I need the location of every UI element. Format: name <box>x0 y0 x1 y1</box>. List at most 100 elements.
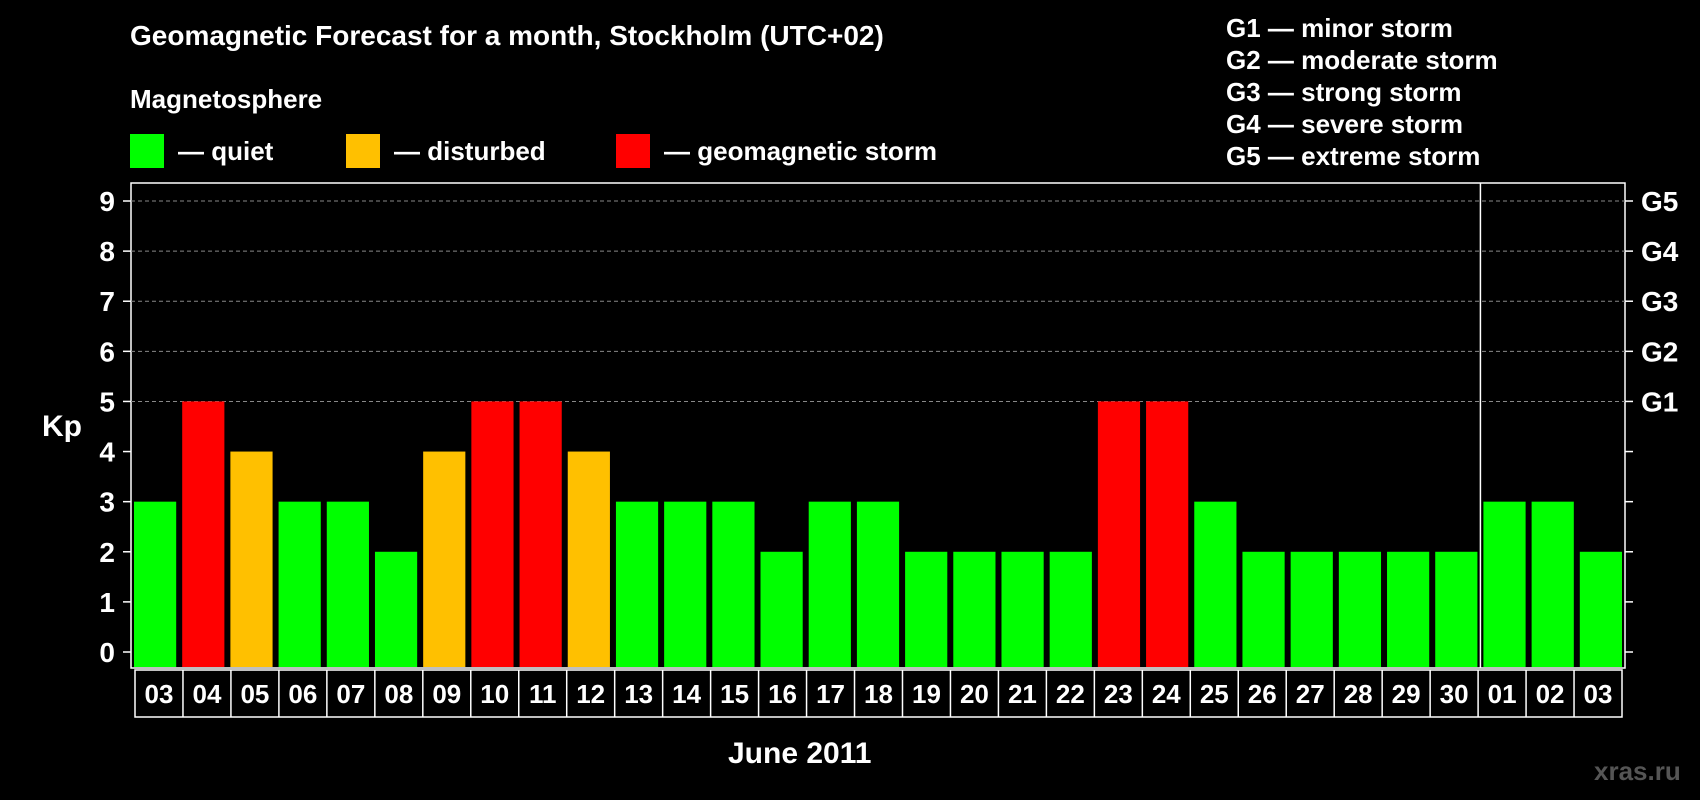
x-tick-label: 08 <box>384 679 413 709</box>
x-tick-label: 27 <box>1296 679 1325 709</box>
bar-26 <box>1387 551 1430 667</box>
g-level-label: G5 <box>1641 186 1678 217</box>
x-tick-label: 29 <box>1392 679 1421 709</box>
bar-28 <box>1483 501 1526 667</box>
bar-22 <box>1194 501 1237 667</box>
y-axis-label: Kp <box>42 410 82 443</box>
x-tick-label: 28 <box>1344 679 1373 709</box>
legend-quiet: — quiet <box>130 134 273 168</box>
bar-11 <box>664 501 707 667</box>
bar-1 <box>182 401 225 667</box>
legend-storm-label: — geomagnetic storm <box>664 135 938 166</box>
bar-7 <box>471 401 514 667</box>
g-level-label: G1 <box>1641 386 1678 417</box>
bar-29 <box>1531 501 1574 667</box>
bar-24 <box>1290 551 1333 667</box>
y-tick-label: 6 <box>99 336 115 367</box>
x-tick-label: 09 <box>432 679 461 709</box>
x-tick-label: 01 <box>1488 679 1517 709</box>
x-tick-label: 25 <box>1200 679 1229 709</box>
legend-disturbed-swatch <box>346 134 380 168</box>
bar-15 <box>856 501 900 667</box>
bar-20 <box>1097 401 1141 667</box>
x-tick-label: 03 <box>145 679 174 709</box>
x-tick-label: 26 <box>1248 679 1277 709</box>
y-tick-label: 5 <box>99 386 115 417</box>
bar-23 <box>1242 551 1285 667</box>
bar-19 <box>1049 551 1092 667</box>
legend-quiet-swatch <box>130 134 164 168</box>
x-tick-label: 17 <box>816 679 845 709</box>
g-level-label: G2 <box>1641 336 1678 367</box>
legend-storm: — geomagnetic storm <box>616 134 937 168</box>
g-scale-g3: G3 — strong storm <box>1226 77 1462 107</box>
legend-disturbed: — disturbed <box>346 134 546 168</box>
y-tick-label: 8 <box>99 236 115 267</box>
y-tick-label: 4 <box>99 437 115 468</box>
g-level-label: G3 <box>1641 286 1678 317</box>
bar-30 <box>1579 551 1622 667</box>
bar-17 <box>953 551 996 667</box>
g-scale-legend: G1 — minor storm G2 — moderate storm G3 … <box>1226 12 1498 172</box>
g-level-label: G4 <box>1641 236 1679 267</box>
x-tick-label: 03 <box>1584 679 1613 709</box>
x-tick-label: 11 <box>529 679 557 709</box>
bar-10 <box>615 501 659 667</box>
x-tick-label: 23 <box>1104 679 1133 709</box>
x-tick-label: 16 <box>768 679 797 709</box>
x-tick-label: 21 <box>1008 679 1037 709</box>
bar-6 <box>423 451 466 667</box>
x-tick-label: 04 <box>192 679 221 709</box>
legend-quiet-label: — quiet <box>178 135 274 166</box>
x-tick-label: 12 <box>576 679 605 709</box>
x-tick-label: 30 <box>1440 679 1469 709</box>
x-tick-label: 02 <box>1536 679 1565 709</box>
plot-frame <box>130 182 1626 669</box>
legend-storm-swatch <box>616 134 650 168</box>
bar-5 <box>374 551 418 667</box>
x-tick-label: 20 <box>960 679 989 709</box>
bar-3 <box>278 501 321 667</box>
bar-4 <box>326 501 369 667</box>
y-tick-label: 2 <box>99 537 115 568</box>
bar-18 <box>1001 551 1044 667</box>
date-axis-frame <box>134 669 1623 718</box>
bar-27 <box>1435 551 1478 667</box>
x-tick-label: 10 <box>480 679 509 709</box>
y-tick-label: 7 <box>99 286 115 317</box>
bar-13 <box>760 551 803 667</box>
bar-2 <box>230 451 273 667</box>
bar-16 <box>905 551 948 667</box>
x-tick-label: 05 <box>240 679 269 709</box>
g-scale-g2: G2 — moderate storm <box>1226 45 1498 75</box>
x-tick-label: 13 <box>624 679 653 709</box>
x-tick-label: 06 <box>288 679 317 709</box>
x-tick-label: 15 <box>720 679 749 709</box>
chart-title: Geomagnetic Forecast for a month, Stockh… <box>130 20 884 51</box>
x-tick-label: 18 <box>864 679 893 709</box>
bar-14 <box>808 501 851 667</box>
x-tick-label: 24 <box>1152 679 1181 709</box>
y-tick-label: 3 <box>99 487 115 518</box>
x-tick-label: 14 <box>672 679 701 709</box>
bar-25 <box>1338 551 1382 667</box>
x-tick-label: 07 <box>336 679 365 709</box>
x-axis-label: June 2011 <box>728 737 872 770</box>
y-tick-label: 9 <box>99 186 115 217</box>
bar-21 <box>1146 401 1189 667</box>
x-tick-label: 22 <box>1056 679 1085 709</box>
bar-8 <box>519 401 562 667</box>
x-tick-label: 19 <box>912 679 941 709</box>
y-tick-label: 1 <box>99 587 115 618</box>
watermark: xras.ru <box>1594 756 1681 786</box>
legend-disturbed-label: — disturbed <box>394 135 546 166</box>
bar-0 <box>134 501 177 667</box>
g-scale-g1: G1 — minor storm <box>1226 13 1453 43</box>
magnetosphere-label: Magnetosphere <box>130 84 323 114</box>
y-tick-label: 0 <box>99 637 115 668</box>
bar-12 <box>712 501 755 667</box>
bar-9 <box>567 451 610 667</box>
g-scale-g5: G5 — extreme storm <box>1226 141 1481 171</box>
g-scale-g4: G4 — severe storm <box>1226 109 1464 139</box>
